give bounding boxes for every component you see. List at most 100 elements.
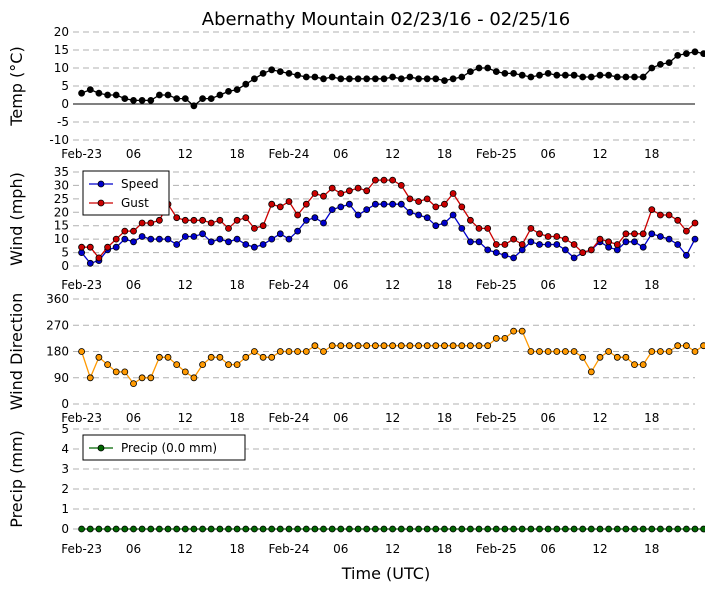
data-point	[596, 71, 604, 79]
data-point	[518, 525, 526, 533]
data-point	[484, 342, 492, 350]
x-tick-label: 18	[437, 411, 452, 425]
data-point	[259, 525, 267, 533]
data-point	[415, 342, 423, 350]
data-point	[579, 525, 587, 533]
data-point	[259, 70, 267, 77]
data-point	[475, 238, 483, 246]
data-point	[423, 75, 431, 83]
data-point	[345, 200, 353, 208]
data-point	[225, 361, 232, 369]
data-point	[130, 525, 137, 533]
x-tick-label: Feb-24	[269, 542, 310, 556]
data-point	[199, 216, 207, 224]
y-tick-label: 15	[54, 219, 69, 233]
x-tick-label: Feb-25	[476, 147, 517, 161]
data-point	[657, 233, 664, 240]
data-point	[225, 525, 232, 533]
data-point	[518, 327, 526, 335]
x-tick-label: 06	[540, 542, 555, 556]
data-point	[449, 342, 457, 350]
data-point	[657, 525, 664, 533]
data-point	[190, 102, 198, 110]
data-point	[389, 525, 397, 533]
data-point	[648, 348, 656, 355]
data-point	[173, 361, 181, 369]
data-point	[276, 348, 284, 355]
x-tick-label: 06	[126, 278, 141, 292]
data-point	[242, 80, 250, 88]
data-point	[207, 95, 215, 102]
data-point	[631, 73, 638, 81]
data-point	[441, 77, 448, 84]
y-axis-label: Wind (mph)	[7, 172, 26, 266]
data-point	[112, 368, 120, 376]
data-point	[466, 238, 474, 246]
data-point	[147, 374, 155, 382]
data-point	[397, 342, 405, 350]
data-point	[207, 353, 215, 361]
data-point	[363, 75, 371, 83]
data-point	[674, 241, 682, 248]
data-point	[415, 75, 423, 83]
data-point	[397, 181, 405, 189]
data-point	[259, 353, 267, 361]
data-point	[285, 348, 293, 355]
y-tick-label: 0	[61, 97, 69, 111]
data-point	[406, 195, 414, 203]
x-tick-label: 06	[126, 411, 141, 425]
data-point	[475, 342, 483, 350]
data-point	[683, 342, 690, 350]
legend-label: Speed	[121, 177, 159, 191]
y-tick-label: 1	[61, 502, 69, 516]
data-point	[190, 216, 198, 224]
legend-box	[82, 170, 170, 216]
data-point	[475, 224, 483, 232]
data-point	[536, 348, 543, 355]
data-point	[622, 73, 630, 81]
data-point	[112, 91, 120, 99]
data-point	[466, 216, 474, 224]
data-point	[423, 195, 431, 203]
data-point	[544, 348, 552, 355]
data-point	[121, 235, 129, 243]
data-point	[510, 525, 517, 533]
data-point	[510, 70, 517, 77]
data-point	[553, 71, 561, 79]
data-point	[501, 70, 509, 77]
data-point	[449, 211, 457, 219]
data-point	[683, 251, 690, 259]
data-point	[164, 353, 172, 361]
data-point	[674, 525, 682, 533]
x-tick-label: 06	[126, 542, 141, 556]
data-point	[527, 73, 535, 81]
data-point	[345, 75, 353, 83]
data-point	[181, 216, 189, 224]
y-tick-label: 5	[61, 79, 69, 93]
data-point	[363, 525, 371, 533]
y-tick-label: 180	[46, 345, 69, 359]
data-point	[328, 342, 336, 350]
data-point	[328, 206, 336, 214]
data-point	[432, 75, 440, 83]
data-point	[380, 525, 388, 533]
data-point	[276, 525, 284, 533]
data-point	[657, 348, 664, 355]
data-point	[631, 525, 638, 533]
data-point	[164, 525, 172, 533]
data-point	[665, 235, 673, 243]
data-point	[587, 246, 595, 254]
data-point	[104, 91, 111, 99]
data-point	[216, 525, 224, 533]
data-point	[536, 525, 543, 533]
data-point	[674, 342, 682, 350]
data-point	[337, 342, 345, 350]
data-point	[78, 525, 85, 533]
data-point	[613, 73, 621, 81]
data-point	[268, 66, 276, 74]
data-point	[648, 525, 656, 533]
data-point	[648, 64, 656, 72]
data-point	[596, 235, 604, 243]
data-point	[173, 525, 181, 533]
